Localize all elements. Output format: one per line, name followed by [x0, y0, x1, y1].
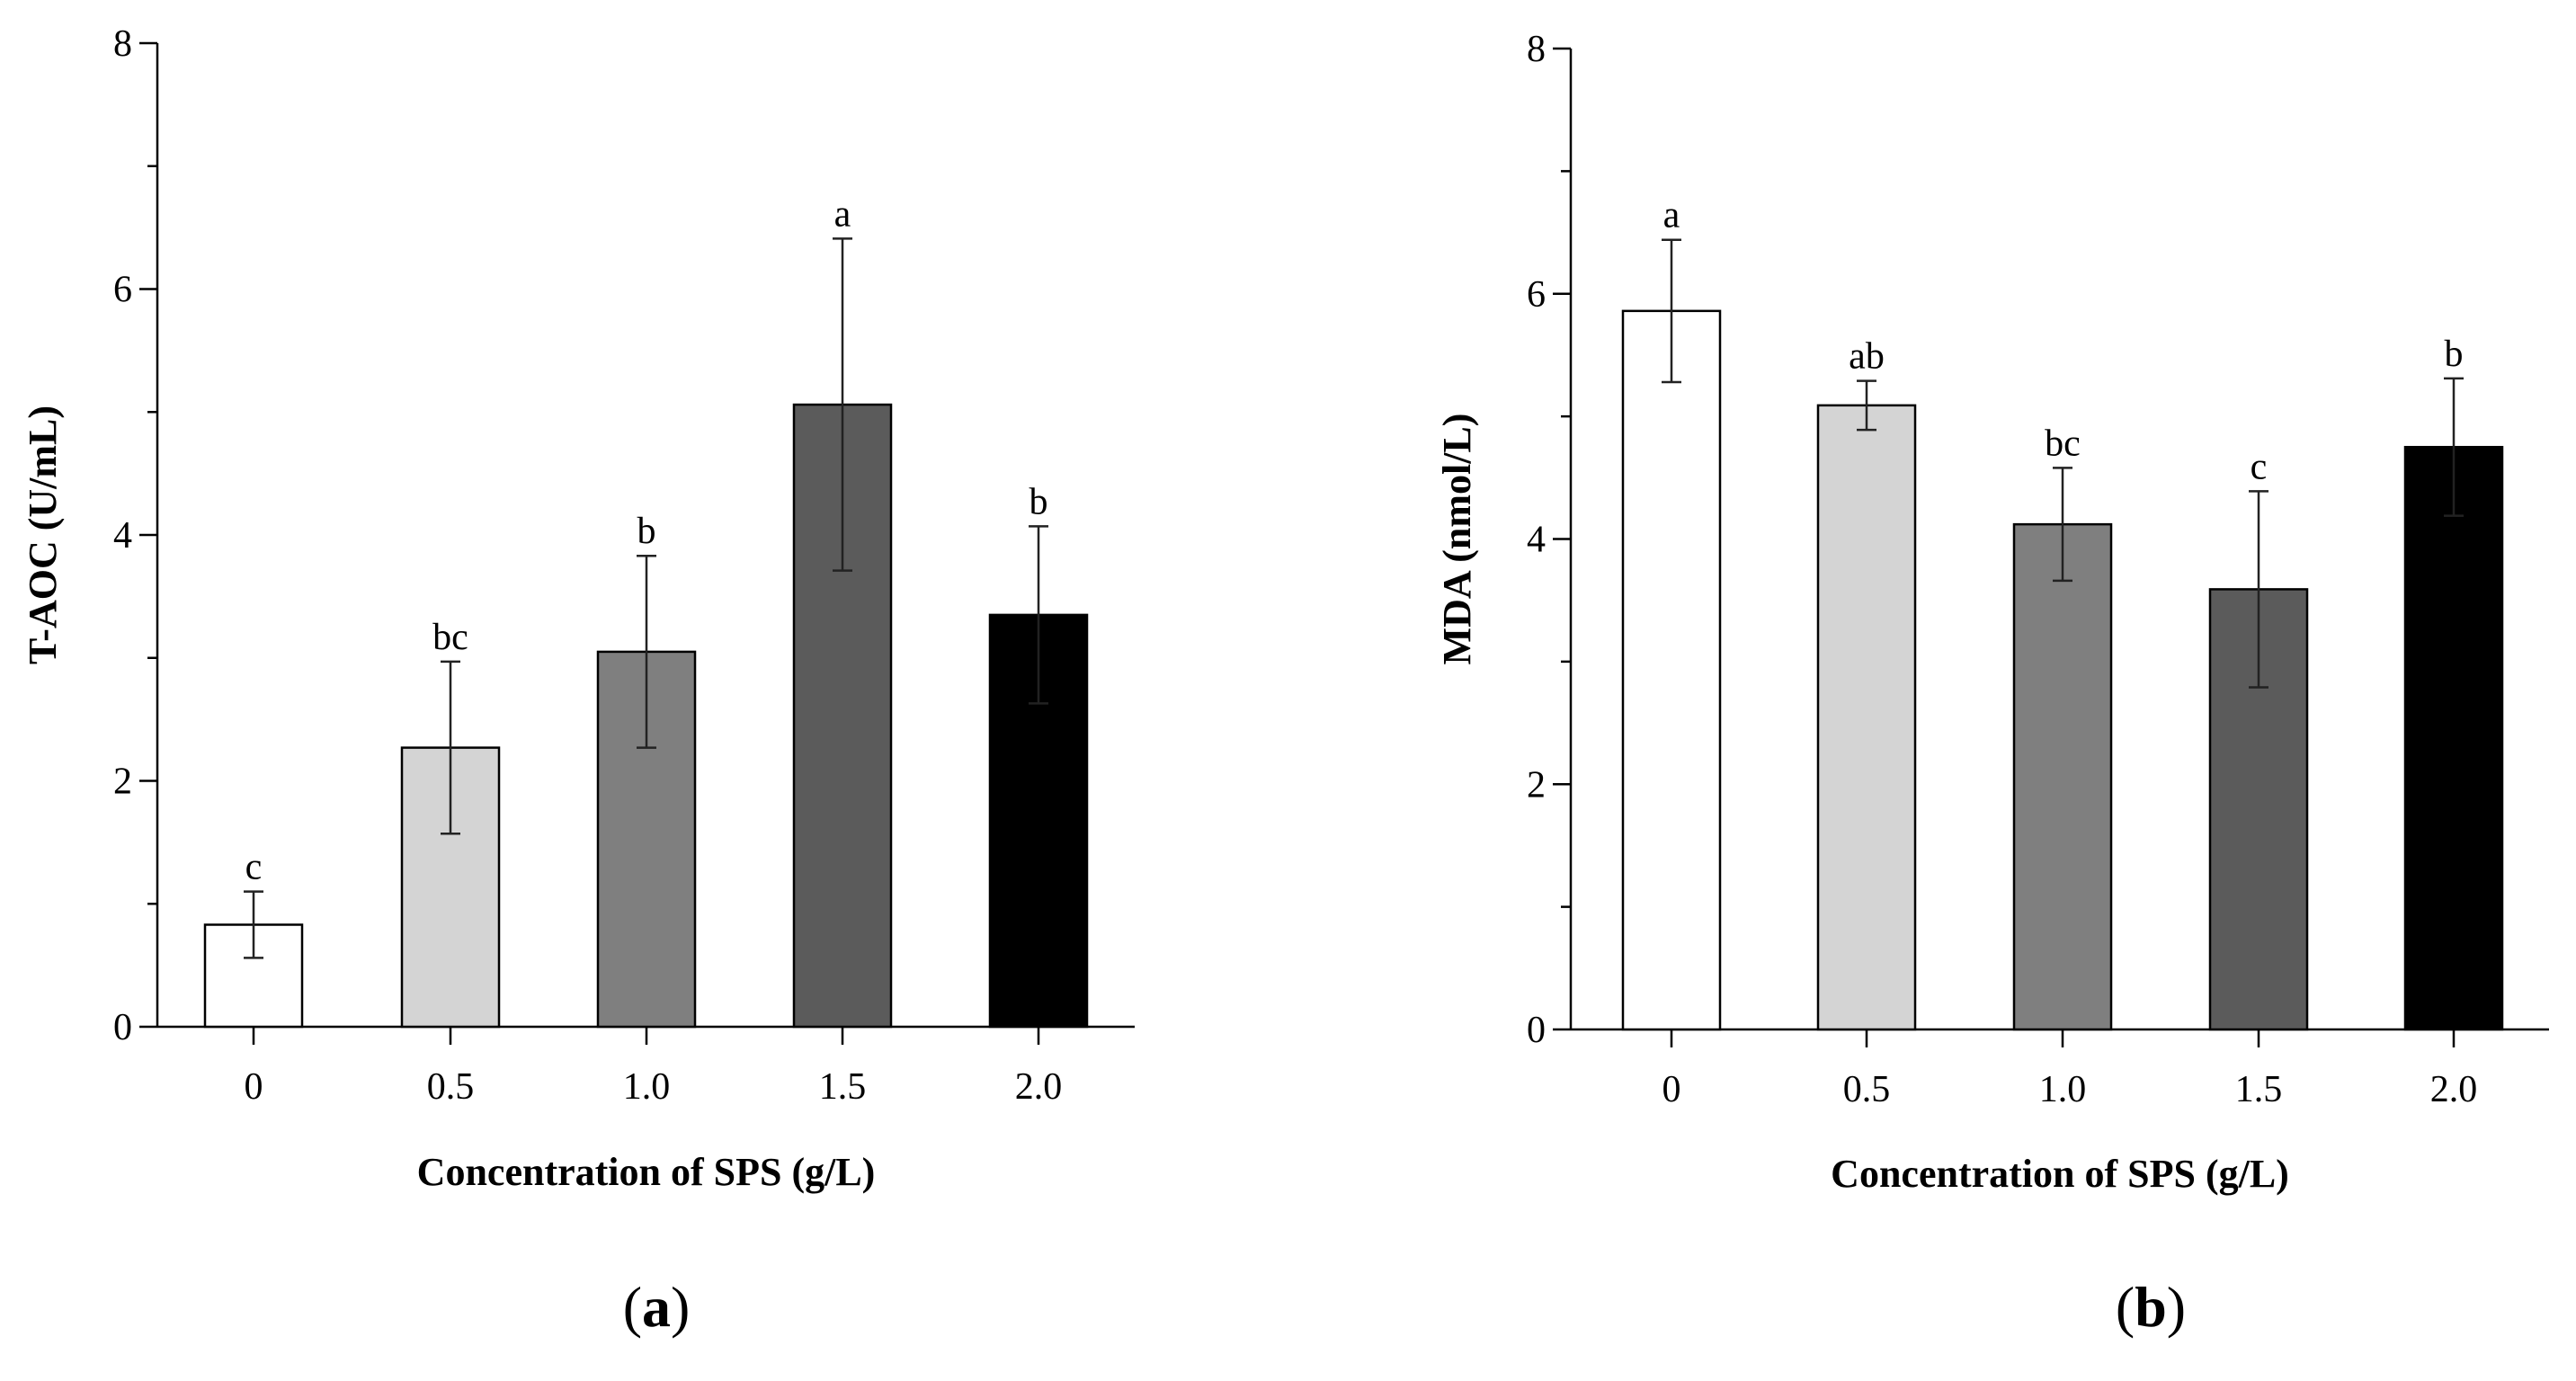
significance-label: b	[1030, 481, 1048, 522]
x-tick-label: 0.5	[1843, 1069, 1891, 1110]
y-tick-label: 8	[113, 23, 132, 65]
panel-label: (b)	[2116, 1275, 2186, 1339]
x-axis-title: Concentration of SPS (g/L)	[1831, 1152, 2289, 1196]
panel-label-open-paren: (	[2116, 1275, 2135, 1339]
x-tick-label: 1.5	[2235, 1069, 2283, 1110]
chart-panel-a: 0 2 4 6 8 c 0 bc 0.5 b 1.0 a 1.5 b 2.0 T-AOC (U/mL) Conc…	[21, 23, 1135, 1339]
panel-label-close-paren: )	[671, 1275, 690, 1339]
panel-label-letter: b	[2135, 1275, 2167, 1339]
y-tick-label: 4	[113, 515, 132, 557]
y-axis-title: MDA (nmol/L)	[1435, 414, 1479, 665]
significance-label: ab	[1849, 336, 1885, 378]
bar	[2403, 445, 2504, 1031]
x-tick-label: 2.0	[2430, 1069, 2478, 1110]
y-tick-label: 6	[113, 270, 132, 311]
y-tick-label: 2	[113, 762, 132, 803]
significance-label: bc	[2045, 423, 2081, 464]
x-axis-title: Concentration of SPS (g/L)	[417, 1150, 876, 1194]
bar	[2012, 522, 2113, 1031]
bar	[1816, 404, 1917, 1031]
x-tick-label: 1.0	[2039, 1069, 2087, 1110]
x-tick-label: 0	[245, 1066, 263, 1108]
y-tick-label: 6	[1527, 274, 1546, 316]
significance-label: c	[245, 847, 263, 888]
y-tick-label: 4	[1527, 520, 1546, 561]
y-tick-label: 0	[1527, 1010, 1546, 1051]
y-tick-label: 2	[1527, 764, 1546, 806]
significance-label: c	[2251, 446, 2268, 487]
x-tick-label: 2.0	[1015, 1066, 1063, 1108]
panel-label-close-paren: )	[2167, 1275, 2186, 1339]
significance-label: a	[834, 193, 851, 235]
significance-label: b	[637, 511, 656, 552]
x-tick-label: 0.5	[427, 1066, 475, 1108]
y-tick-label: 0	[113, 1007, 132, 1048]
bar	[1621, 309, 1722, 1031]
y-axis-title: T-AOC (U/mL)	[21, 405, 65, 664]
x-tick-label: 0	[1662, 1069, 1681, 1110]
x-tick-label: 1.0	[623, 1066, 671, 1108]
significance-label: a	[1663, 195, 1680, 236]
x-tick-label: 1.5	[819, 1066, 867, 1108]
panel-label-open-paren: (	[623, 1275, 642, 1339]
significance-label: bc	[432, 617, 468, 658]
significance-label: b	[2445, 334, 2464, 375]
panel-label-letter: a	[642, 1275, 671, 1339]
y-tick-label: 8	[1527, 29, 1546, 70]
panel-label: (a)	[623, 1275, 691, 1339]
chart-panel-b: 0 2 4 6 8 a 0 ab 0.5 bc 1.0 c 1.5 b 2.0 MDA (nmol/L) Con…	[1435, 29, 2549, 1339]
